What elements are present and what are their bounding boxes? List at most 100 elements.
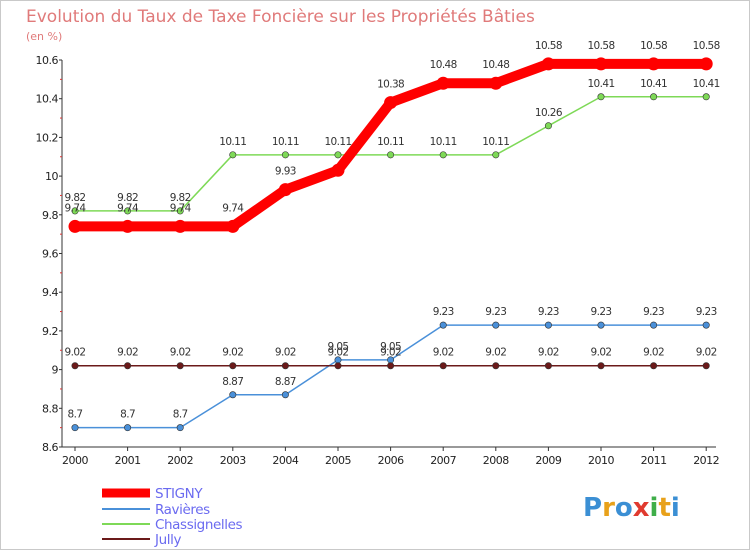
y-tick-label: 9.6 (42, 248, 58, 261)
data-labels: 9.74 9.74 9.74 9.74 9.93 10.38 10.48 10.48 10.58… (65, 40, 721, 421)
x-tick-label: 2004 (272, 454, 298, 467)
y-tick-label: 9 (52, 364, 59, 377)
data-label: 9.02 (222, 347, 243, 359)
logo-letter: P (583, 493, 602, 523)
x-tick-label: 2003 (220, 454, 246, 467)
y-tick-label: 8.8 (42, 402, 58, 415)
data-label: 9.74 (170, 202, 192, 214)
data-point (439, 321, 447, 329)
data-label: 10.38 (377, 79, 404, 91)
data-label: 9.02 (485, 347, 506, 359)
data-label: 8.7 (120, 409, 135, 421)
data-point (124, 207, 132, 215)
proxiti-logo: Proxiti (583, 493, 680, 523)
y-tick-label: 10.6 (36, 54, 59, 67)
data-point (436, 76, 450, 90)
x-tick-label: 2000 (62, 454, 88, 467)
data-label: 9.02 (170, 347, 191, 359)
data-label: 10.58 (693, 40, 720, 52)
data-label: 10.11 (324, 136, 351, 148)
data-point (492, 362, 500, 370)
data-point (68, 219, 82, 233)
data-point (439, 151, 447, 159)
data-point (702, 93, 710, 101)
y-axis-unit: (en %) (26, 30, 62, 43)
data-label: 9.02 (433, 347, 454, 359)
x-tick-label: 2010 (588, 454, 614, 467)
data-label: 10.48 (430, 59, 457, 71)
data-point (71, 362, 79, 370)
data-point (124, 362, 132, 370)
data-label: 10.11 (377, 136, 404, 148)
data-point (331, 163, 345, 177)
y-tick-label: 10.2 (36, 131, 59, 144)
data-label: 9.02 (380, 347, 401, 359)
data-label: 9.02 (117, 347, 138, 359)
data-point (544, 362, 552, 370)
data-label: 10.58 (535, 40, 562, 52)
legend-label: Chassignelles (155, 517, 243, 533)
data-point (594, 57, 608, 71)
data-point (176, 362, 184, 370)
x-tick-label: 2007 (430, 454, 456, 467)
data-label: 10.41 (640, 78, 667, 90)
data-point (334, 362, 342, 370)
series-stigny (68, 57, 713, 233)
data-point (544, 122, 552, 130)
data-point (647, 57, 661, 71)
data-label: 9.23 (696, 306, 717, 318)
data-point (384, 96, 398, 110)
x-tick-label: 2006 (378, 454, 404, 467)
data-label: 10.58 (587, 40, 614, 52)
data-point (176, 207, 184, 215)
data-point (650, 362, 658, 370)
data-point (387, 151, 395, 159)
data-label: 9.02 (696, 347, 717, 359)
y-tick-label: 9.8 (42, 209, 58, 222)
data-point (334, 151, 342, 159)
legend-label: Ravières (155, 502, 210, 518)
x-tick-label: 2002 (167, 454, 193, 467)
data-label: 10.26 (535, 107, 563, 119)
data-label: 9.05 (380, 341, 401, 353)
data-label: 9.23 (538, 306, 559, 318)
data-point (492, 151, 500, 159)
data-point (281, 151, 289, 159)
data-label: 10.11 (272, 136, 299, 148)
data-label: 9.23 (433, 306, 454, 318)
y-tick-label: 8.6 (42, 441, 58, 454)
data-label: 9.23 (485, 306, 506, 318)
series-layer (68, 57, 713, 432)
data-label: 9.74 (65, 202, 87, 214)
x-tick-label: 2005 (325, 454, 351, 467)
data-point (229, 362, 237, 370)
x-tick-label: 2011 (641, 454, 667, 467)
data-label: 9.74 (117, 202, 139, 214)
data-label: 9.82 (170, 192, 191, 204)
data-label: 9.05 (328, 341, 349, 353)
data-point (124, 424, 132, 432)
data-point (281, 391, 289, 399)
legend-label: Jully (154, 532, 181, 548)
data-point (71, 424, 79, 432)
data-label: 10.58 (640, 40, 667, 52)
data-point (699, 57, 713, 71)
data-label: 9.02 (65, 347, 86, 359)
data-label: 9.02 (538, 347, 559, 359)
data-label: 9.02 (591, 347, 612, 359)
data-label: 10.41 (693, 78, 720, 90)
x-tick-label: 2009 (535, 454, 561, 467)
data-point (229, 151, 237, 159)
data-point (492, 321, 500, 329)
logo-letter: i (671, 493, 680, 523)
data-point (650, 321, 658, 329)
data-point (71, 207, 79, 215)
logo-letter: r (602, 493, 615, 523)
y-tick-label: 9.4 (42, 286, 58, 299)
data-point (278, 183, 292, 197)
data-point (597, 321, 605, 329)
x-tick-label: 2008 (483, 454, 509, 467)
data-point (176, 424, 184, 432)
y-tick-label: 10 (45, 170, 58, 183)
